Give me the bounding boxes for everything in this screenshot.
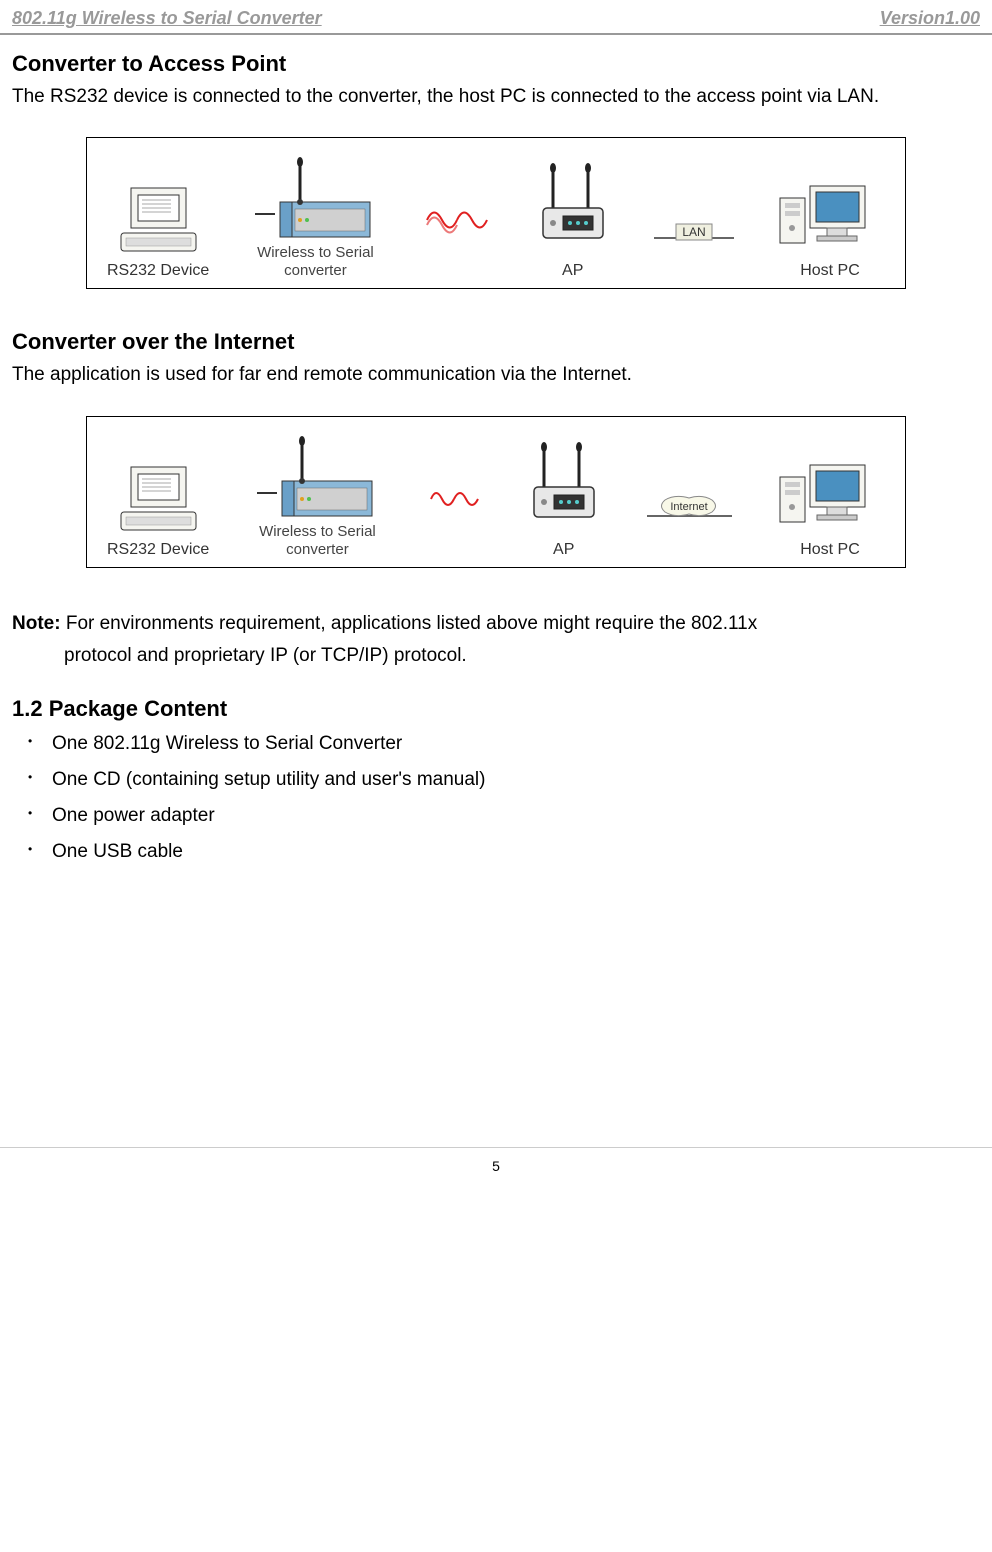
wireless-signal <box>422 200 492 280</box>
internet-text: Internet <box>670 501 707 513</box>
ap-icon-2 <box>524 437 604 537</box>
host-pc-2: Host PC <box>775 457 885 559</box>
signal-icon <box>422 200 492 240</box>
section2-body: The application is used for far end remo… <box>12 359 980 391</box>
header-right-text: Version1.00 <box>880 8 980 29</box>
internet-cable-icon: Internet <box>647 494 732 524</box>
internet-connector: Internet <box>647 494 732 559</box>
ap-label-2: AP <box>553 541 574 559</box>
list-item: One USB cable <box>20 834 980 870</box>
note-text2: protocol and proprietary IP (or TCP/IP) … <box>12 640 980 672</box>
signal-icon-2 <box>426 479 481 519</box>
section1-body: The RS232 device is connected to the con… <box>12 81 980 113</box>
header-left-text: 802.11g Wireless to Serial Converter <box>12 8 322 29</box>
host-label-2: Host PC <box>800 541 860 559</box>
converter-label-2-line1: Wireless to Serial <box>259 523 376 541</box>
list-item: One 802.11g Wireless to Serial Converter <box>20 726 980 762</box>
converter-icon-2 <box>252 433 382 523</box>
note-label: Note: <box>12 613 61 634</box>
host-pc-icon <box>775 178 885 258</box>
note-text1: For environments requirement, applicatio… <box>61 613 758 634</box>
host-pc: Host PC <box>775 178 885 280</box>
rs232-device-icon-2 <box>116 462 201 537</box>
page-content: Converter to Access Point The RS232 devi… <box>0 35 992 887</box>
rs232-label-2: RS232 Device <box>107 541 209 559</box>
host-pc-icon-2 <box>775 457 885 537</box>
rs232-device-2: RS232 Device <box>107 462 209 559</box>
rs232-device-icon <box>116 183 201 258</box>
diagram2: RS232 Device Wireless to Serial converte… <box>86 416 906 568</box>
package-list: One 802.11g Wireless to Serial Converter… <box>12 726 980 870</box>
converter-label-line1: Wireless to Serial <box>257 244 374 262</box>
converter-device: Wireless to Serial converter <box>250 154 380 280</box>
host-label: Host PC <box>800 262 860 280</box>
note-paragraph: Note: For environments requirement, appl… <box>12 608 980 673</box>
section3-heading: 1.2 Package Content <box>12 696 980 722</box>
rs232-label: RS232 Device <box>107 262 209 280</box>
page-header: 802.11g Wireless to Serial Converter Ver… <box>0 0 992 35</box>
list-item: One power adapter <box>20 798 980 834</box>
ap-label: AP <box>562 262 583 280</box>
converter-device-2: Wireless to Serial converter <box>252 433 382 559</box>
lan-cable-icon: LAN <box>654 220 734 245</box>
list-item: One CD (containing setup utility and use… <box>20 762 980 798</box>
converter-icon <box>250 154 380 244</box>
page-number: 5 <box>0 1147 992 1184</box>
lan-text: LAN <box>682 225 705 239</box>
diagram1: RS232 Device Wireless to Serial converte… <box>86 137 906 289</box>
ap-device-2: AP <box>524 437 604 559</box>
rs232-device: RS232 Device <box>107 183 209 280</box>
ap-icon <box>533 158 613 258</box>
section1-heading: Converter to Access Point <box>12 51 980 77</box>
converter-label-line2: converter <box>284 262 347 280</box>
wireless-signal-2 <box>426 479 481 559</box>
ap-device: AP <box>533 158 613 280</box>
section2-heading: Converter over the Internet <box>12 329 980 355</box>
lan-connector: LAN <box>654 220 734 280</box>
converter-label-2-line2: converter <box>286 541 349 559</box>
